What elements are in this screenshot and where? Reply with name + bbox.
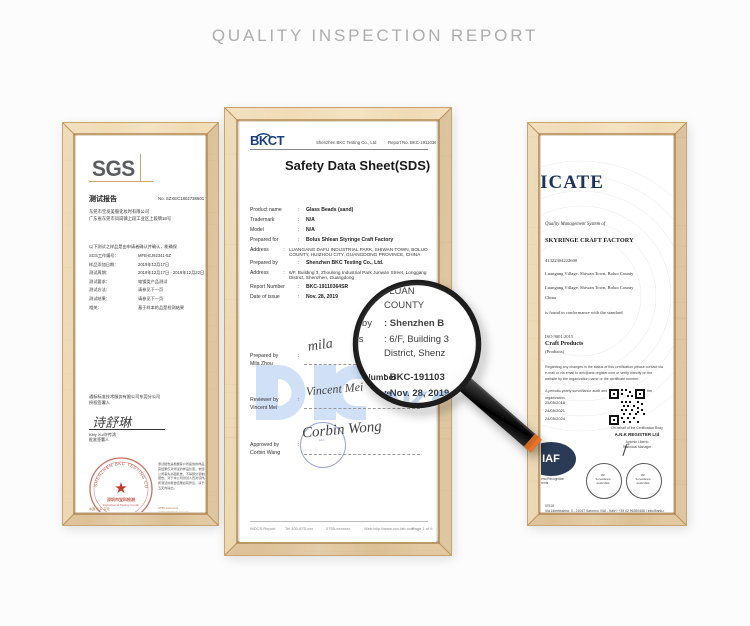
svg-text:★: ★ — [114, 480, 127, 497]
svg-text:深圳市宝科检测: 深圳市宝科检测 — [107, 496, 135, 502]
